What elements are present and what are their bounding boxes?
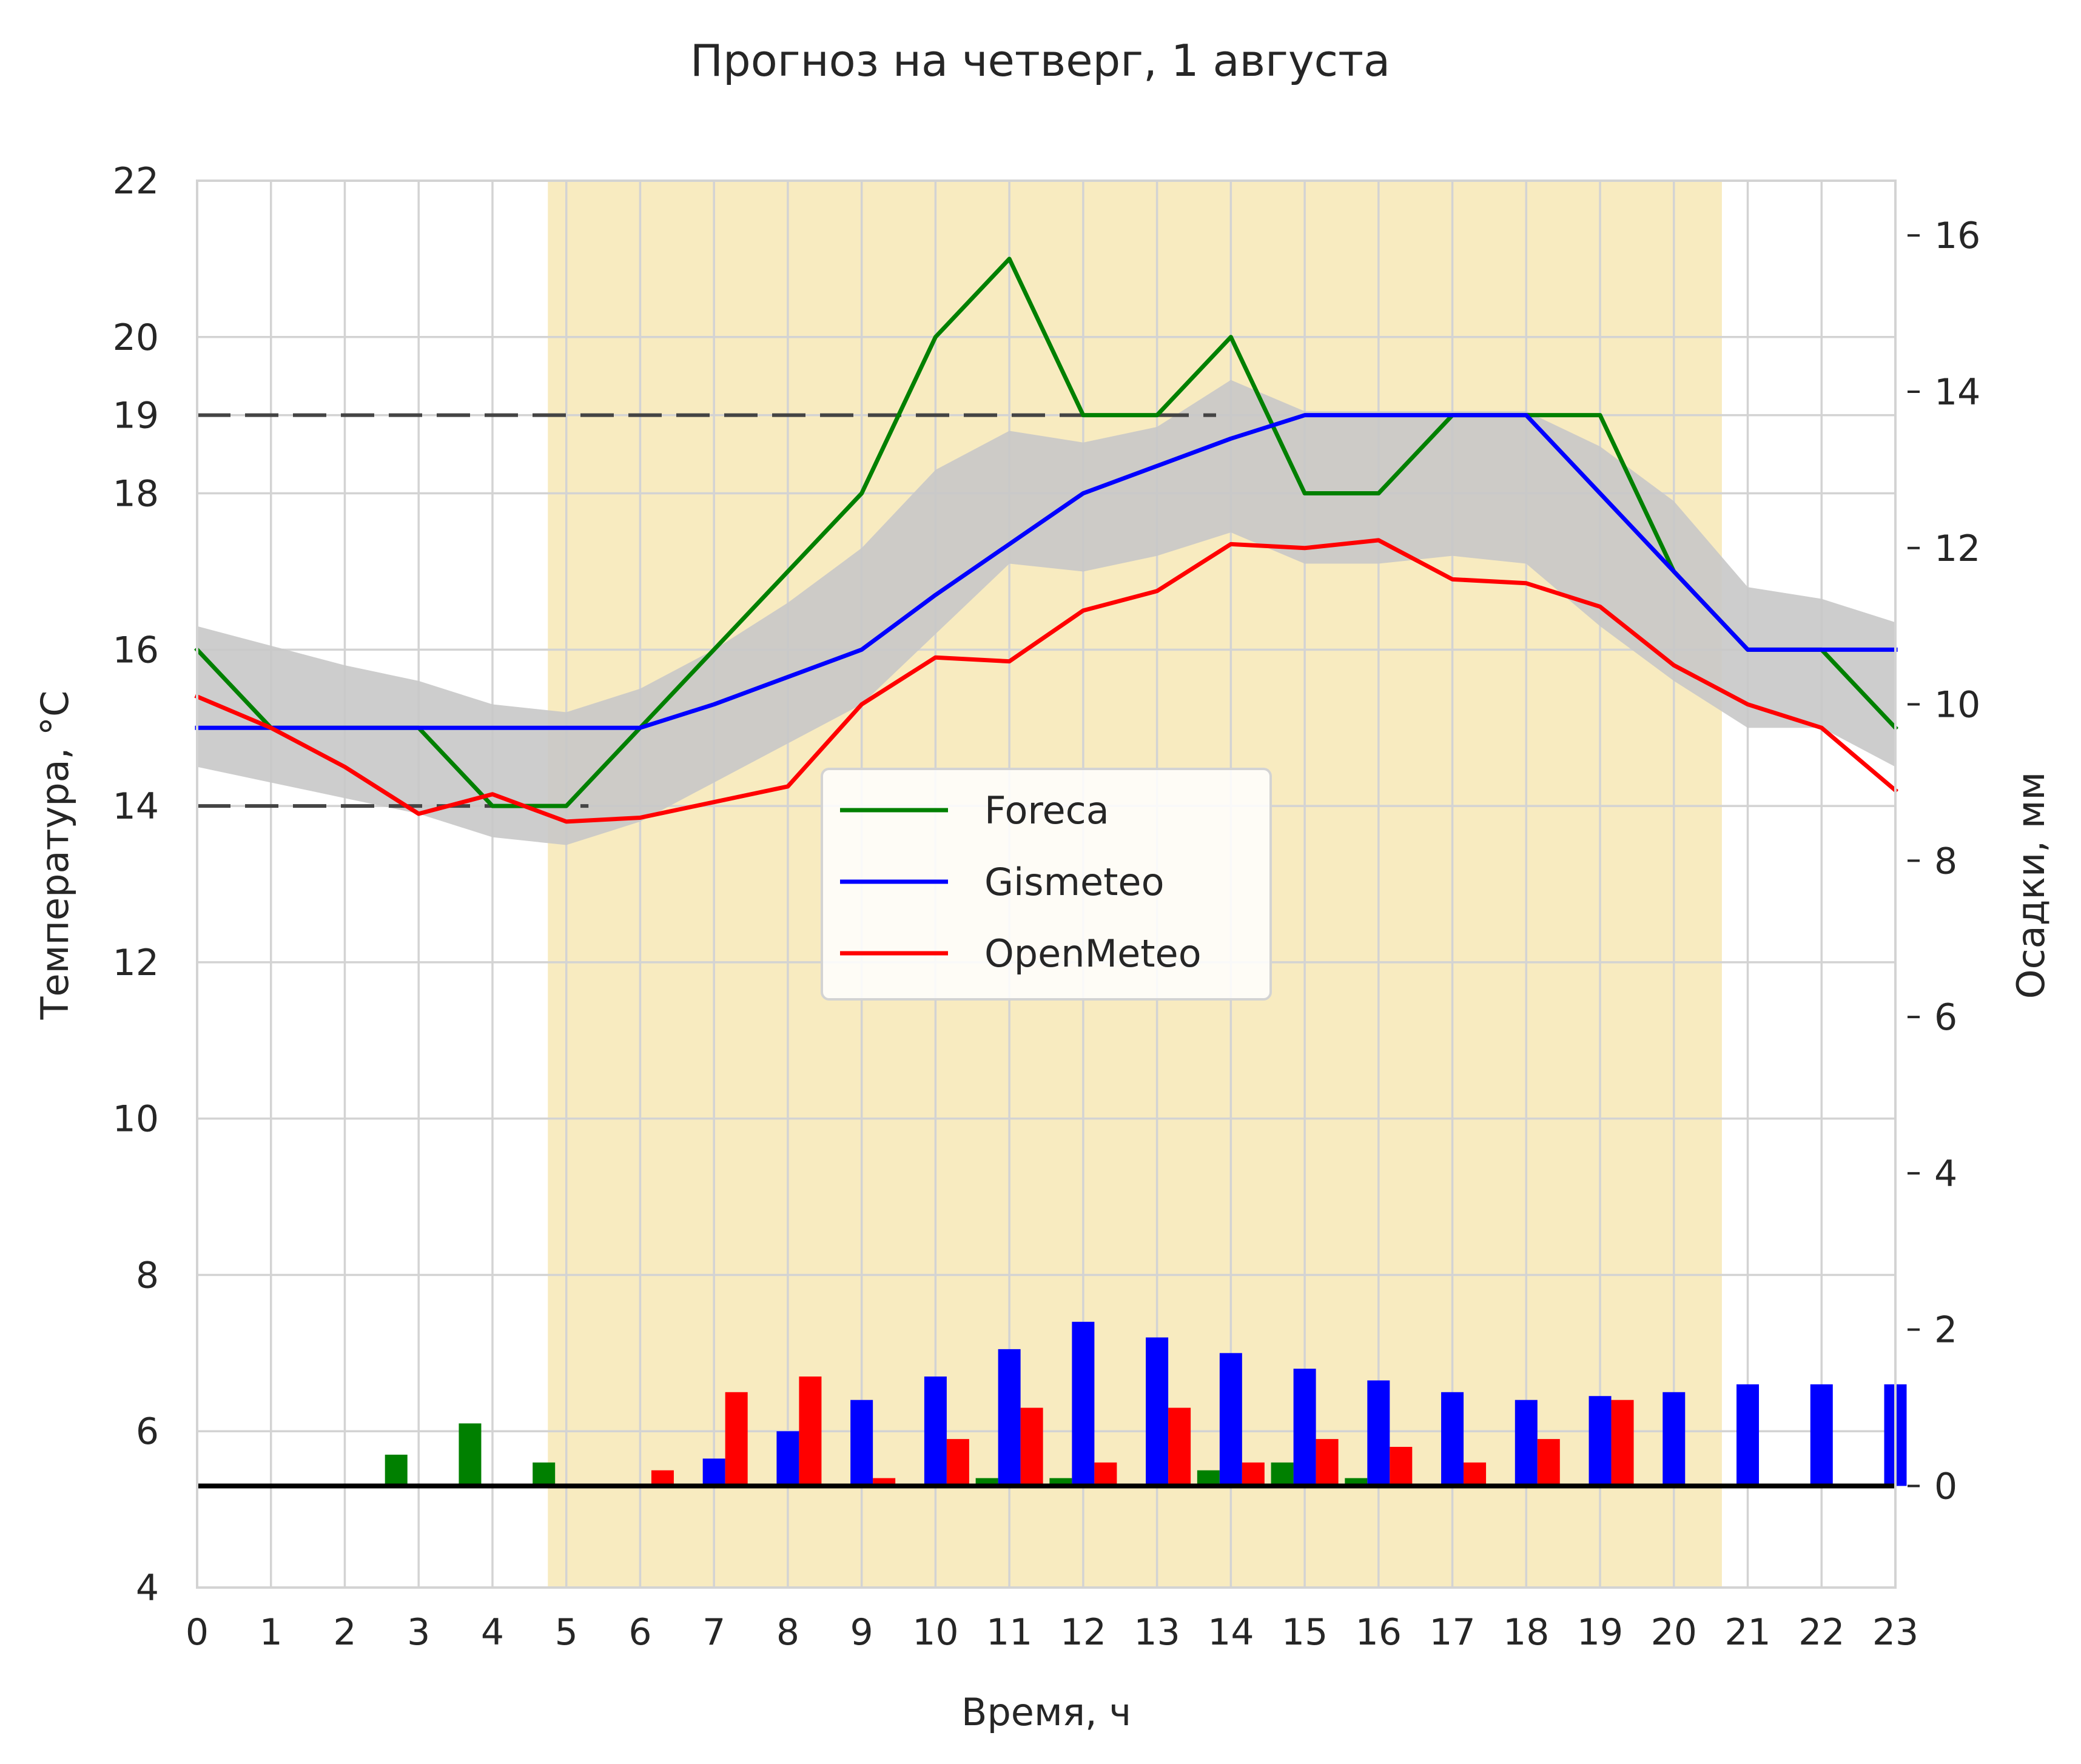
legend-label-foreca: Foreca	[984, 788, 1109, 833]
precip-bar-gismeteo	[1441, 1392, 1464, 1486]
chart-title: Прогноз на четверг, 1 августа	[690, 35, 1390, 86]
y-tick-label: 8	[136, 1254, 159, 1296]
x-tick-label: 9	[850, 1611, 873, 1654]
x-tick-label: 1	[260, 1611, 283, 1654]
legend-label-openmeteo: OpenMeteo	[984, 931, 1202, 976]
precip-bar-foreca	[533, 1462, 556, 1486]
precip-bar-gismeteo	[1810, 1384, 1833, 1486]
x-tick-label: 23	[1872, 1611, 1918, 1654]
y2-tick-label: 12	[1934, 528, 1980, 570]
x-tick-label: 10	[912, 1611, 958, 1654]
precip-bar-gismeteo	[1367, 1380, 1390, 1486]
x-tick-label: 5	[555, 1611, 578, 1654]
temp-line-foreca	[194, 257, 1898, 808]
y-tick-label: 19	[113, 395, 159, 437]
precip-bar-gismeteo	[1736, 1384, 1760, 1486]
temp-line-gismeteo	[195, 413, 1898, 730]
temp-line-openmeteo	[194, 538, 1898, 824]
y2-tick-label: 6	[1934, 996, 1957, 1039]
x-tick-label: 18	[1503, 1611, 1549, 1654]
precip-bar-openmeteo	[725, 1392, 748, 1486]
precip-bar-gismeteo	[850, 1400, 873, 1486]
y2-tick-label: 14	[1934, 371, 1980, 414]
x-tick-label: 17	[1429, 1611, 1475, 1654]
x-tick-label: 7	[702, 1611, 725, 1654]
precip-bar-gismeteo	[1146, 1337, 1169, 1486]
precip-bar-foreca	[385, 1454, 408, 1486]
x-tick-label: 11	[986, 1611, 1032, 1654]
y-tick-label: 16	[113, 629, 159, 671]
x-tick-label: 20	[1651, 1611, 1697, 1654]
precip-bar-gismeteo	[1588, 1396, 1612, 1486]
y-axis-label: Температура, °C	[33, 691, 77, 1021]
precip-bar-foreca	[459, 1423, 482, 1486]
y-tick-label: 10	[113, 1098, 159, 1141]
precip-bar-openmeteo	[1537, 1439, 1560, 1486]
y-tick-label: 6	[136, 1410, 159, 1453]
precip-bar-openmeteo	[1390, 1447, 1413, 1486]
plot-frame	[196, 179, 1897, 1589]
x-tick-label: 8	[776, 1611, 799, 1654]
legend-label-gismeteo: Gismeteo	[984, 860, 1165, 904]
y2-tick-label: 8	[1934, 840, 1957, 882]
x-tick-label: 16	[1356, 1611, 1402, 1654]
x-tick-label: 13	[1134, 1611, 1180, 1654]
y2-tick-label: 4	[1934, 1153, 1957, 1195]
y-tick-label: 12	[113, 942, 159, 984]
precip-bar-gismeteo	[776, 1431, 799, 1486]
precip-bar-gismeteo	[1662, 1392, 1686, 1486]
x-tick-label: 4	[481, 1611, 504, 1654]
x-tick-label: 6	[628, 1611, 651, 1654]
precip-bar-gismeteo	[998, 1349, 1021, 1486]
x-tick-label: 3	[407, 1611, 430, 1654]
y2-tick-label: 10	[1934, 684, 1980, 726]
legend-box	[821, 768, 1272, 1001]
y-tick-label: 22	[113, 160, 159, 203]
precip-bar-openmeteo	[799, 1377, 822, 1486]
y2-tick-label: 2	[1934, 1309, 1957, 1352]
precip-bar-openmeteo	[946, 1439, 969, 1486]
x-tick-label: 0	[186, 1611, 209, 1654]
precip-bar-openmeteo	[1168, 1407, 1191, 1486]
precip-bar-openmeteo	[1242, 1462, 1265, 1486]
y2-tick-label: 16	[1934, 215, 1980, 257]
x-tick-label: 2	[333, 1611, 356, 1654]
precip-bar-openmeteo	[651, 1470, 674, 1486]
precip-bar-openmeteo	[1020, 1407, 1043, 1486]
y-tick-label: 4	[136, 1567, 159, 1609]
x-tick-label: 12	[1060, 1611, 1106, 1654]
precip-bar-openmeteo	[1094, 1462, 1117, 1486]
precip-bar-openmeteo	[1316, 1439, 1339, 1486]
x-tick-label: 19	[1577, 1611, 1623, 1654]
x-axis-label: Время, ч	[961, 1690, 1131, 1734]
precip-bar-gismeteo	[1219, 1353, 1242, 1486]
x-tick-label: 14	[1208, 1611, 1254, 1654]
precip-bar-openmeteo	[1611, 1400, 1634, 1486]
x-tick-label: 22	[1798, 1611, 1844, 1654]
y-tick-label: 18	[113, 473, 159, 515]
precip-bar-foreca	[1271, 1462, 1294, 1486]
x-tick-label: 21	[1724, 1611, 1770, 1654]
precip-bar-openmeteo	[1464, 1462, 1487, 1486]
y-tick-label: 20	[113, 317, 159, 359]
y-tick-label: 14	[113, 785, 159, 828]
precip-bar-gismeteo	[924, 1377, 947, 1486]
precip-bar-gismeteo	[1293, 1369, 1316, 1486]
y2-axis-label: Осадки, мм	[2009, 772, 2053, 999]
y2-tick-label: 0	[1934, 1465, 1957, 1507]
precip-bar-foreca	[1197, 1470, 1220, 1486]
precip-bar-gismeteo	[1072, 1321, 1095, 1486]
precip-bar-gismeteo	[702, 1458, 725, 1486]
precip-bar-gismeteo	[1515, 1400, 1538, 1486]
x-tick-label: 15	[1282, 1611, 1328, 1654]
